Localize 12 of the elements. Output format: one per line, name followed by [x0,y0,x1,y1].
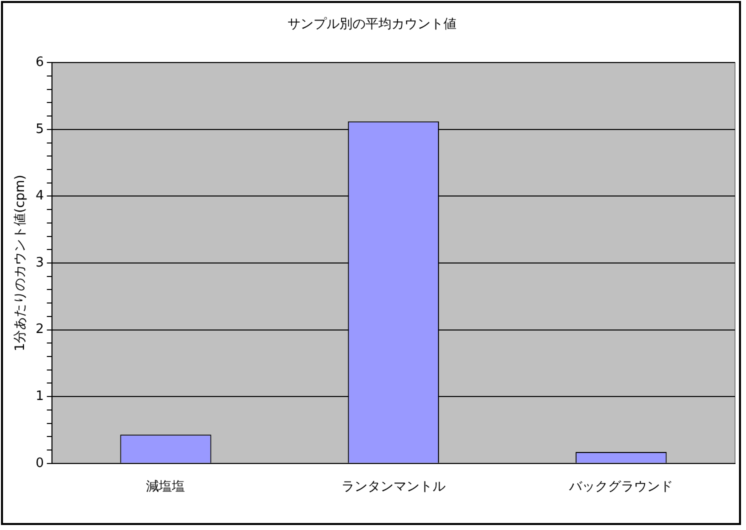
y-tick-label: 2 [36,322,44,338]
y-axis-title: 1分あたりのカウント値(cpm) [13,174,28,352]
y-tick-label: 0 [36,456,44,471]
x-tick-label: ランタンマントル [341,480,446,495]
chart-title: サンプル別の平均カウント値 [288,17,456,32]
y-tick-label: 1 [36,388,44,404]
y-tick-label: 5 [36,122,44,137]
y-tick-label: 6 [36,54,44,70]
x-tick-label: 減塩塩 [146,480,186,495]
y-tick-label: 3 [36,255,44,270]
x-tick-label: バックグラウンド [568,480,674,495]
y-tick-label: 4 [36,188,44,204]
